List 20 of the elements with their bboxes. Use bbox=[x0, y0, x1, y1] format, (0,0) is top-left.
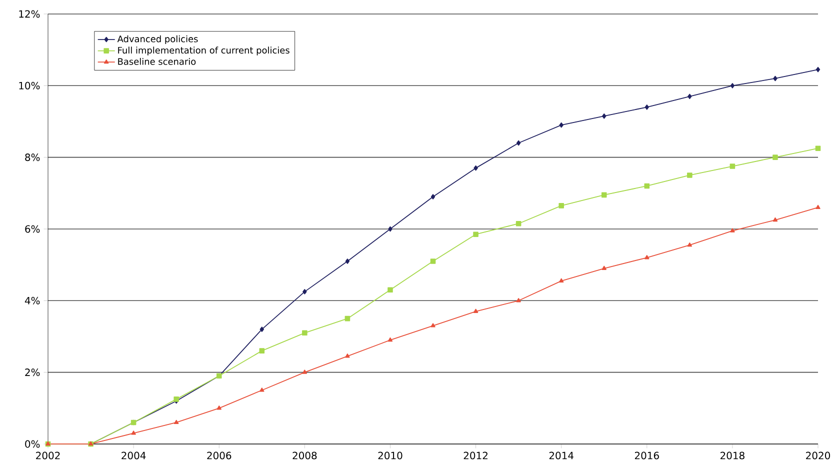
y-tick-label: 6% bbox=[25, 225, 40, 233]
x-tick-label: 2008 bbox=[292, 452, 317, 460]
x-tick-label: 2004 bbox=[122, 452, 146, 460]
legend-label: Baseline scenario bbox=[118, 58, 196, 65]
x-tick-label: 2020 bbox=[806, 452, 830, 460]
x-tick-label: 2002 bbox=[36, 452, 60, 460]
x-tick-label: 2016 bbox=[634, 452, 659, 460]
legend-label: Full implementation of current policies bbox=[118, 46, 290, 56]
y-tick-label: 10% bbox=[19, 82, 40, 90]
x-tick-label: 2018 bbox=[720, 452, 744, 460]
x-tick-label: 2014 bbox=[549, 452, 574, 460]
y-tick-label: 2% bbox=[25, 368, 40, 376]
legend-label: Advanced policies bbox=[117, 35, 198, 44]
y-tick-label: 0% bbox=[25, 440, 40, 448]
x-tick-label: 2006 bbox=[207, 452, 232, 460]
y-tick-label: 4% bbox=[24, 296, 40, 304]
y-tick-label: 8% bbox=[25, 154, 40, 162]
x-tick-label: 2010 bbox=[378, 452, 402, 460]
x-tick-label: 2012 bbox=[464, 452, 488, 460]
y-tick-label: 12% bbox=[19, 10, 40, 18]
